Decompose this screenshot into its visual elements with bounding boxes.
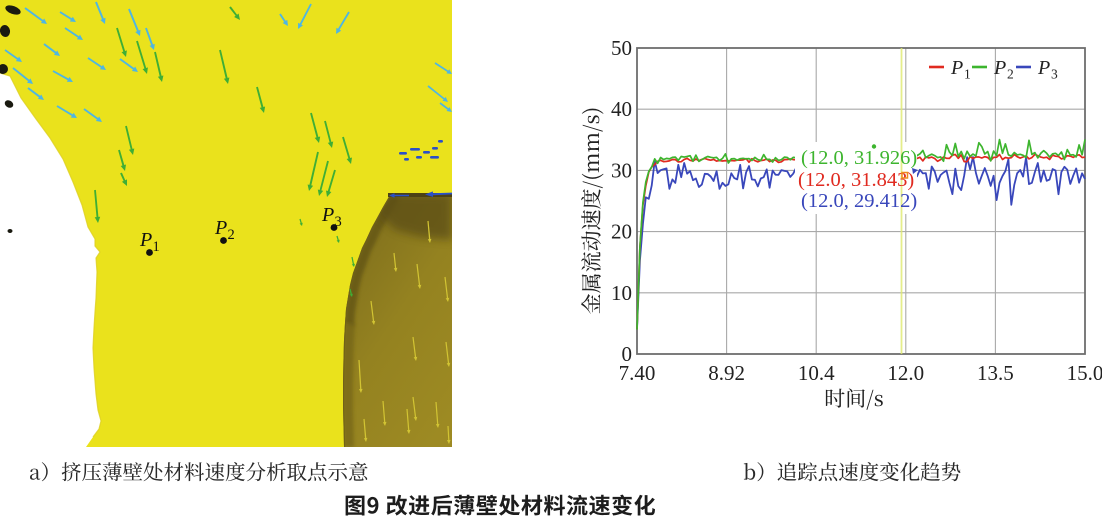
svg-text:10: 10 <box>611 281 632 305</box>
svg-text:P: P <box>139 229 152 251</box>
svg-text:(12.0, 31.843): (12.0, 31.843) <box>798 169 914 191</box>
svg-text:0: 0 <box>622 342 633 366</box>
svg-text:13.5: 13.5 <box>977 361 1014 385</box>
svg-text:15.0: 15.0 <box>1067 361 1102 385</box>
svg-text:12.0: 12.0 <box>887 361 924 385</box>
svg-text:8.92: 8.92 <box>708 361 745 385</box>
svg-text:7.40: 7.40 <box>619 361 656 385</box>
svg-text:40: 40 <box>611 97 632 121</box>
svg-text:1: 1 <box>153 239 160 255</box>
svg-text:P: P <box>321 204 334 226</box>
svg-text:P: P <box>950 57 963 79</box>
svg-text:20: 20 <box>611 220 632 244</box>
svg-text:3: 3 <box>335 214 342 230</box>
svg-text:2: 2 <box>1007 67 1014 82</box>
svg-text:P: P <box>1037 57 1050 79</box>
svg-text:3: 3 <box>1051 67 1058 82</box>
svg-text:(12.0, 31.926): (12.0, 31.926) <box>801 147 917 169</box>
svg-text:1: 1 <box>964 67 971 82</box>
svg-text:P: P <box>214 217 227 239</box>
svg-text:2: 2 <box>228 227 235 243</box>
svg-text:30: 30 <box>611 158 632 182</box>
svg-text:50: 50 <box>611 36 632 60</box>
svg-text:P: P <box>993 57 1006 79</box>
svg-text:(12.0, 29.412): (12.0, 29.412) <box>801 190 917 212</box>
svg-text:10.4: 10.4 <box>798 361 835 385</box>
